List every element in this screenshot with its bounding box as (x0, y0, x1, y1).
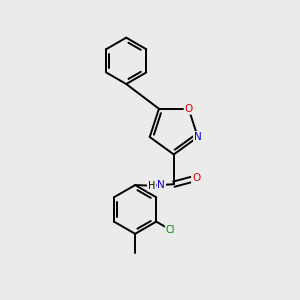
Text: N: N (158, 180, 165, 190)
Text: N: N (194, 132, 202, 142)
Text: H: H (148, 181, 155, 191)
Text: Cl: Cl (166, 225, 175, 235)
Text: O: O (192, 173, 200, 183)
Text: O: O (184, 104, 193, 114)
